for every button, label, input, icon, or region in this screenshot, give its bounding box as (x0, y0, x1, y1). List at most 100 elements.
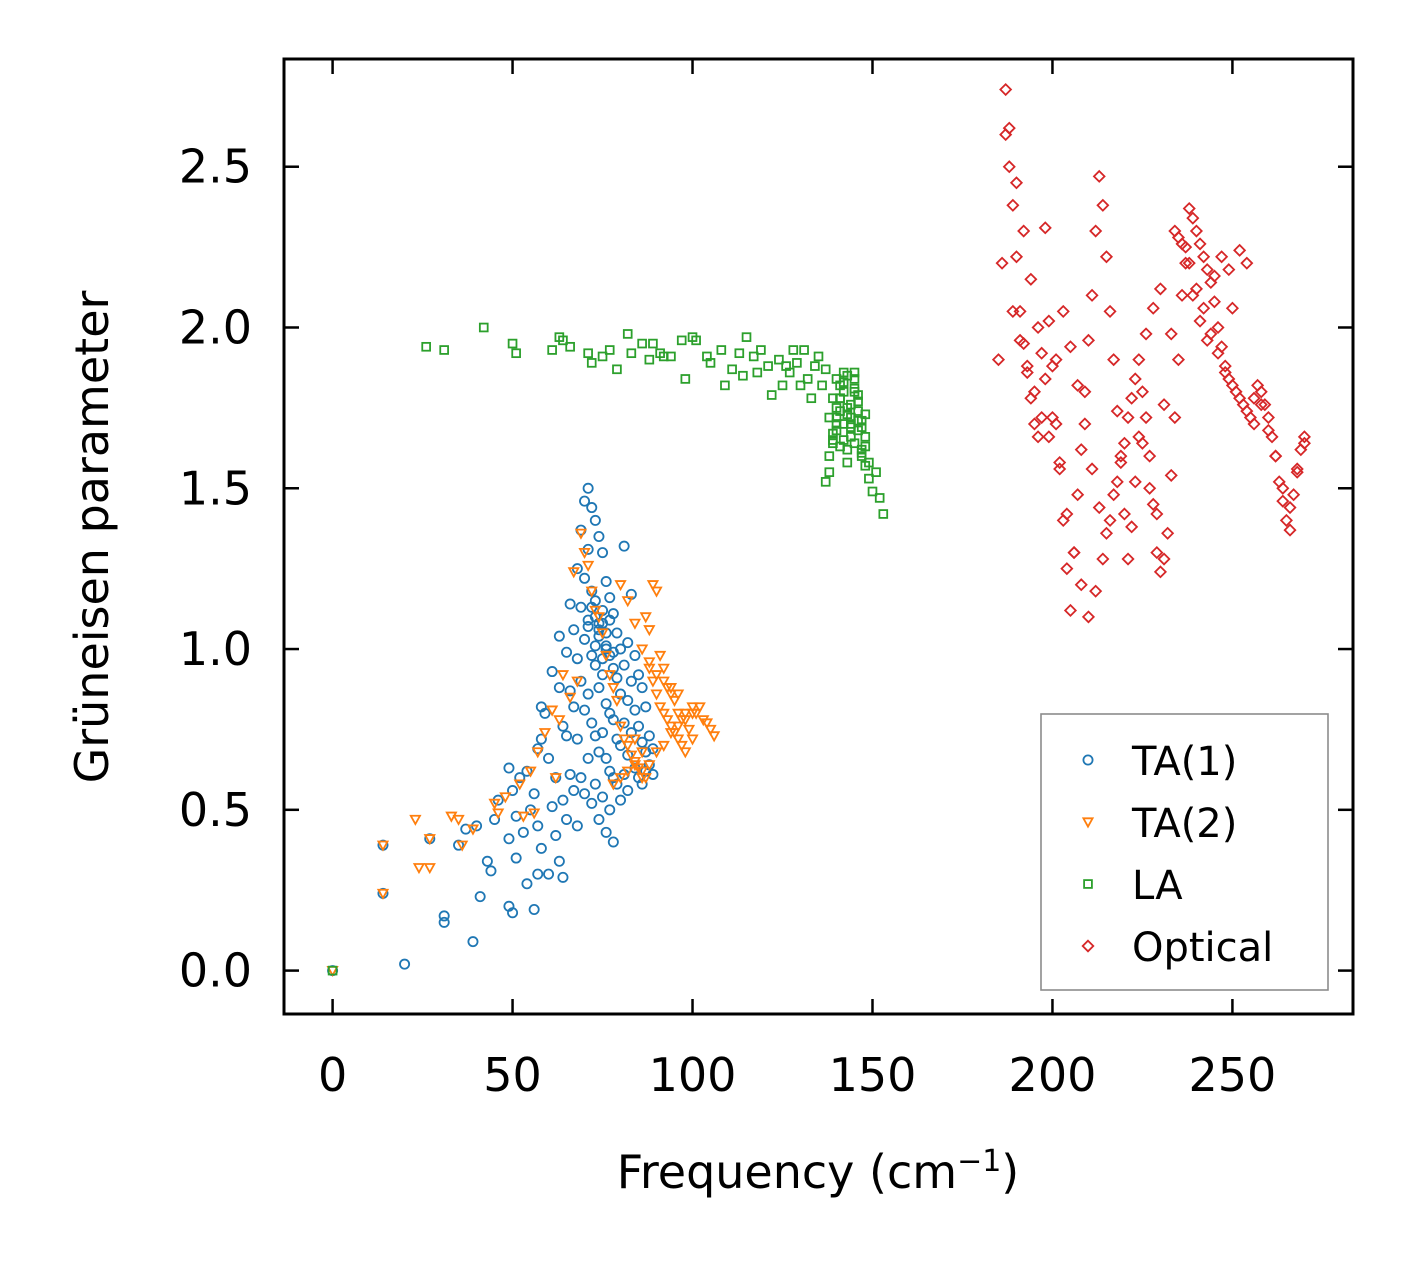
y-axis-title: Grüneisen parameter (65, 290, 119, 783)
data-point (1074, 578, 1088, 592)
data-point (650, 586, 663, 598)
data-point (820, 364, 831, 375)
data-point (1290, 462, 1304, 476)
data-point (1042, 430, 1056, 444)
data-point (774, 354, 784, 365)
data-point (1276, 481, 1290, 495)
data-point (507, 338, 518, 349)
data-point (412, 863, 426, 875)
data-point (686, 708, 699, 720)
data-point (668, 695, 681, 707)
data-point (327, 965, 338, 976)
data-point (1200, 263, 1214, 277)
data-point (1063, 340, 1078, 354)
data-point (686, 702, 699, 714)
legend-marker (1083, 879, 1093, 889)
x-tick-label: 50 (483, 1048, 542, 1102)
x-tick-label: 250 (1189, 1048, 1277, 1102)
data-point (1157, 552, 1171, 566)
data-point (860, 441, 871, 452)
data-point (507, 785, 519, 797)
data-point (633, 669, 645, 681)
data-point (547, 345, 557, 355)
data-point (636, 773, 649, 785)
data-point (604, 614, 616, 626)
data-point (597, 351, 608, 362)
data-point (671, 689, 685, 701)
data-point (600, 752, 612, 764)
data-point (622, 785, 634, 797)
data-point (1078, 385, 1092, 399)
y-tick-label: 2.0 (179, 300, 252, 354)
data-point (802, 374, 813, 384)
data-point (557, 720, 569, 732)
data-point (376, 888, 390, 900)
data-point (727, 364, 737, 375)
data-point (571, 733, 583, 745)
data-point (1110, 404, 1124, 418)
data-point (682, 724, 696, 736)
data-point (557, 794, 569, 806)
data-point (1009, 176, 1024, 190)
legend: TA(1) TA(2) LA Optical (1040, 713, 1329, 991)
data-point (618, 659, 630, 671)
data-point (654, 650, 667, 662)
data-point (1150, 546, 1164, 560)
data-point (589, 659, 601, 671)
data-point (585, 586, 598, 598)
data-point (553, 715, 566, 727)
data-point (592, 612, 606, 624)
data-point (738, 370, 748, 381)
data-point (648, 338, 658, 349)
data-point (1092, 500, 1106, 515)
data-point (1103, 304, 1117, 318)
data-point (1193, 237, 1207, 251)
x-tick-label: 150 (829, 1048, 917, 1102)
data-point (503, 833, 515, 845)
data-point (640, 701, 652, 713)
data-point (748, 351, 759, 362)
data-point (1006, 304, 1020, 318)
data-point (553, 855, 565, 867)
data-point (625, 750, 638, 762)
data-point (995, 256, 1009, 270)
data-point (741, 332, 752, 342)
data-point (1225, 301, 1239, 315)
data-point (991, 353, 1006, 367)
data-point (1261, 410, 1275, 425)
legend-label-la: LA (1132, 863, 1183, 909)
data-point (1290, 465, 1304, 479)
data-point (1168, 410, 1182, 425)
data-point (1182, 201, 1196, 216)
data-point (838, 386, 849, 397)
data-point (409, 814, 422, 826)
data-point (558, 335, 568, 346)
data-point (1276, 494, 1290, 508)
data-point (1056, 304, 1070, 318)
data-point (853, 406, 863, 416)
data-point (593, 617, 605, 629)
data-point (1107, 353, 1121, 367)
data-point (1099, 250, 1114, 264)
data-point (1125, 391, 1139, 405)
data-point (478, 322, 489, 333)
data-point (1053, 462, 1067, 476)
data-point (615, 794, 627, 806)
data-point (604, 345, 615, 355)
data-point (600, 698, 612, 710)
data-point (557, 871, 569, 883)
data-point (664, 728, 678, 740)
data-point (1099, 526, 1114, 540)
data-point (1150, 507, 1164, 521)
data-point (575, 601, 587, 613)
data-point (589, 514, 601, 526)
data-point (1254, 398, 1268, 412)
data-point (697, 715, 710, 727)
data-point (561, 730, 573, 742)
data-point (531, 747, 544, 759)
data-point (679, 747, 692, 759)
data-point (629, 649, 641, 661)
data-point (597, 791, 609, 803)
data-point (853, 396, 863, 407)
data-point (824, 451, 835, 461)
